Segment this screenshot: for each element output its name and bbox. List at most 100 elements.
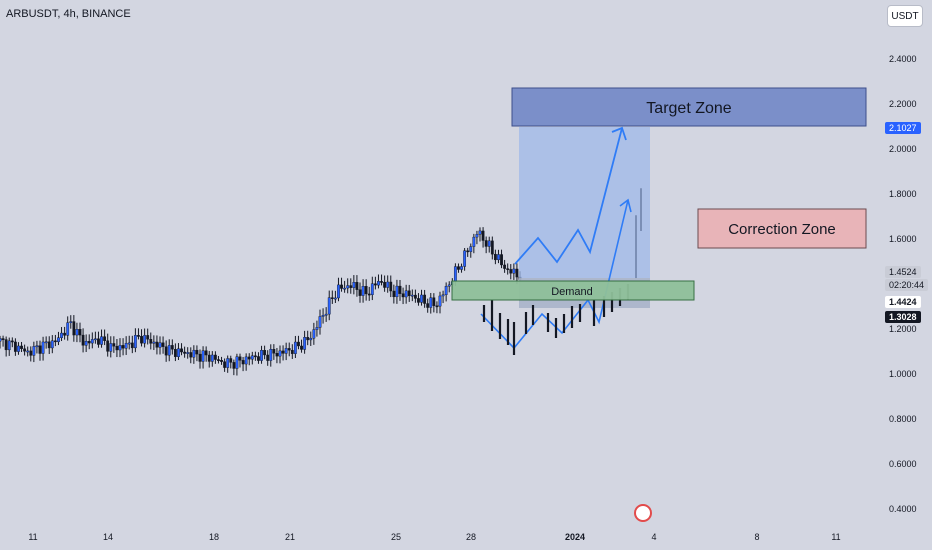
candle-body bbox=[192, 349, 196, 358]
candle-body bbox=[420, 294, 423, 303]
date-tick-label: 11 bbox=[28, 532, 38, 542]
candle-body bbox=[146, 335, 150, 340]
candle-body bbox=[361, 286, 365, 296]
price-tick-label: 1.6000 bbox=[889, 234, 917, 244]
candle-body bbox=[355, 282, 359, 290]
candle-body bbox=[370, 283, 374, 295]
candle-body bbox=[395, 285, 399, 298]
candle-body bbox=[438, 295, 442, 307]
candle-body bbox=[490, 240, 494, 255]
candle-body bbox=[426, 303, 430, 308]
candle-body bbox=[413, 294, 417, 299]
candle-body bbox=[127, 342, 131, 345]
candle-body bbox=[177, 348, 180, 357]
candle-body bbox=[441, 294, 445, 297]
candle-body bbox=[118, 345, 122, 351]
candle-body bbox=[423, 294, 427, 304]
candle-body bbox=[266, 354, 270, 361]
candle-body bbox=[13, 341, 17, 352]
date-tick-label: 4 bbox=[651, 532, 657, 542]
candle-body bbox=[93, 338, 97, 341]
candle-body bbox=[57, 337, 60, 343]
candle-body bbox=[250, 355, 254, 360]
candle-body bbox=[66, 322, 70, 336]
us-flag-icon[interactable] bbox=[634, 504, 652, 522]
candle-body bbox=[389, 281, 393, 292]
candle-body bbox=[330, 297, 334, 300]
date-tick-label: 28 bbox=[465, 532, 477, 542]
candle-body bbox=[78, 329, 82, 336]
candle-body bbox=[515, 268, 519, 278]
candle-body bbox=[469, 246, 473, 252]
candle-body bbox=[333, 297, 337, 300]
target-price-tag: 2.1027 bbox=[885, 122, 921, 134]
candle-body bbox=[217, 359, 220, 361]
candle-body bbox=[149, 339, 153, 344]
projection-layer bbox=[480, 126, 650, 355]
candle-body bbox=[349, 285, 353, 288]
candle-body bbox=[140, 335, 143, 344]
candle-body bbox=[220, 360, 223, 362]
candle-body bbox=[90, 339, 94, 344]
candle-body bbox=[238, 356, 242, 361]
candle-body bbox=[358, 289, 362, 296]
candle-body bbox=[130, 342, 134, 349]
candle-body bbox=[444, 286, 448, 295]
candle-body bbox=[263, 350, 267, 356]
candle-body bbox=[300, 345, 303, 350]
candle-body bbox=[143, 335, 147, 344]
candle-body bbox=[244, 356, 248, 365]
candle-body bbox=[500, 254, 503, 266]
candle-body bbox=[367, 293, 371, 296]
price-tick-label: 1.0000 bbox=[889, 369, 917, 379]
candle-body bbox=[472, 236, 476, 247]
candle-body bbox=[38, 345, 42, 354]
candle-body bbox=[186, 352, 190, 354]
candle-body bbox=[303, 337, 307, 350]
candle-body bbox=[229, 358, 233, 363]
price-tick-label: 2.0000 bbox=[889, 144, 917, 154]
candle-body bbox=[512, 268, 516, 274]
candle-body bbox=[287, 348, 291, 351]
candle-body bbox=[432, 297, 436, 306]
zones-layer: Target Zone Correction Zone Demand bbox=[451, 87, 867, 301]
candle-body bbox=[392, 290, 396, 298]
candle-body bbox=[401, 293, 405, 298]
candle-body bbox=[29, 350, 33, 356]
candle-body bbox=[429, 297, 433, 308]
candle-body bbox=[478, 230, 482, 235]
candle-body bbox=[112, 343, 116, 347]
currency-button[interactable]: USDT bbox=[887, 5, 923, 27]
candle-body bbox=[183, 351, 187, 354]
candle-body bbox=[484, 240, 488, 247]
candle-body bbox=[340, 284, 343, 289]
candle-body bbox=[124, 343, 128, 349]
candle-body bbox=[60, 332, 63, 338]
candle-body bbox=[35, 345, 39, 348]
price-tick-label: 1.8000 bbox=[889, 189, 917, 199]
candle-body bbox=[50, 340, 54, 349]
candle-body bbox=[223, 361, 227, 368]
candle-body bbox=[44, 341, 48, 344]
candle-body bbox=[87, 341, 91, 344]
candle-body bbox=[278, 350, 282, 357]
candle-body bbox=[321, 315, 325, 317]
candle-body bbox=[352, 282, 356, 288]
candle-body bbox=[343, 287, 347, 290]
candle-body bbox=[210, 354, 214, 362]
candle-body bbox=[318, 316, 322, 328]
candle-body bbox=[69, 321, 73, 323]
projection-line-upper bbox=[514, 127, 623, 265]
candle-body bbox=[503, 264, 507, 269]
candle-body bbox=[275, 353, 279, 357]
projection-area bbox=[519, 127, 650, 308]
candle-body bbox=[137, 335, 140, 337]
price-tick-label: 1.2000 bbox=[889, 324, 917, 334]
candle-body bbox=[337, 284, 340, 299]
candle-body bbox=[284, 348, 288, 354]
candle-body bbox=[232, 362, 236, 369]
candle-body bbox=[260, 350, 263, 361]
candle-body bbox=[23, 348, 27, 352]
target-zone bbox=[511, 87, 867, 127]
